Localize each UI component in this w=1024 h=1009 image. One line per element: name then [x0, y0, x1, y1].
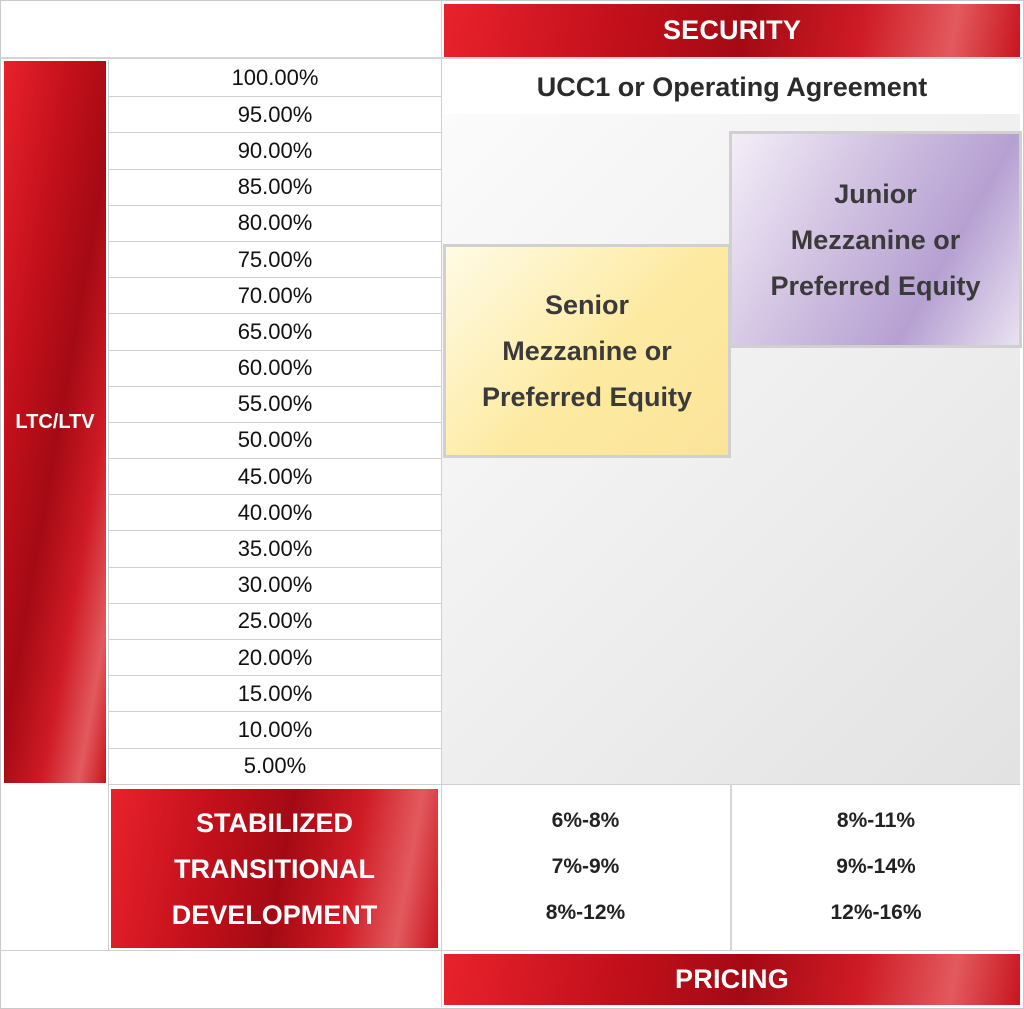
ltv-tick: 10.00%	[109, 711, 441, 747]
deal-type-development: DEVELOPMENT	[171, 899, 378, 930]
ltv-tick: 90.00%	[109, 132, 441, 168]
senior-price-stabilized: 6%-8%	[551, 809, 620, 832]
deal-type-stabilized: STABILIZED	[196, 807, 353, 838]
ltv-tick: 95.00%	[109, 96, 441, 132]
senior-price-transitional: 7%-9%	[551, 855, 620, 878]
ltv-tick: 100.00%	[231, 65, 319, 91]
junior-tier-line: Preferred Equity	[770, 270, 981, 301]
pricing-grid: 6%-8% 7%-9% 8%-12% 8%-11% 9%-14% 12%-16%	[441, 784, 1020, 951]
senior-price-development: 8%-12%	[545, 901, 626, 924]
ltv-tick: 85.00%	[109, 168, 441, 205]
ltv-tick: 60.00%	[109, 349, 441, 386]
ltv-tick: 65.00%	[109, 313, 441, 349]
footer-divider	[0, 950, 441, 951]
deal-type-transitional: TRANSITIONAL	[174, 853, 375, 884]
header-divider	[0, 57, 1022, 59]
ltv-tick: 25.00%	[109, 602, 441, 639]
ltv-tick: 15.00%	[109, 675, 441, 711]
ltv-axis-label: LTC/LTV	[4, 61, 106, 783]
ltv-tick: 40.00%	[109, 494, 441, 530]
ltv-tick: 50.00%	[109, 421, 441, 458]
junior-price-stabilized: 8%-11%	[836, 809, 916, 832]
junior-price-transitional: 9%-14%	[836, 855, 916, 878]
ltv-tick: 45.00%	[109, 458, 441, 494]
security-header: SECURITY	[444, 4, 1020, 57]
senior-tier-line: Preferred Equity	[481, 382, 693, 412]
ltv-tick: 55.00%	[109, 385, 441, 422]
ltv-tick: 80.00%	[109, 204, 441, 241]
junior-pricing-column: 8%-11% 9%-14% 12%-16%	[732, 784, 1020, 950]
senior-pricing-column: 6%-8% 7%-9% 8%-12%	[441, 784, 732, 950]
security-value: UCC1 or Operating Agreement	[536, 71, 928, 102]
junior-mezzanine-tier: Junior Mezzanine or Preferred Equity	[729, 131, 1022, 348]
senior-tier-line: Senior	[544, 290, 629, 320]
ltv-tick: 30.00%	[109, 566, 441, 603]
ltv-tick: 70.00%	[109, 277, 441, 313]
ltv-tick: 20.00%	[109, 639, 441, 675]
senior-mezzanine-tier: Senior Mezzanine or Preferred Equity	[443, 244, 731, 458]
junior-tier-line: Mezzanine or	[790, 224, 961, 255]
ltv-scale: 100.00% 95.00% 90.00% 85.00% 80.00% 75.0…	[108, 60, 442, 785]
junior-tier-line: Junior	[834, 178, 917, 209]
ltv-tick: 75.00%	[109, 240, 441, 277]
senior-tier-line: Mezzanine or	[502, 336, 672, 366]
column-divider	[441, 0, 442, 1007]
deal-types-panel: STABILIZED TRANSITIONAL DEVELOPMENT	[111, 789, 438, 948]
ltv-tick: 5.00%	[109, 747, 441, 784]
junior-price-development: 12%-16%	[830, 901, 922, 924]
deal-types-divider	[108, 784, 109, 950]
ltv-tick: 35.00%	[109, 530, 441, 566]
pricing-header: PRICING	[444, 954, 1020, 1005]
